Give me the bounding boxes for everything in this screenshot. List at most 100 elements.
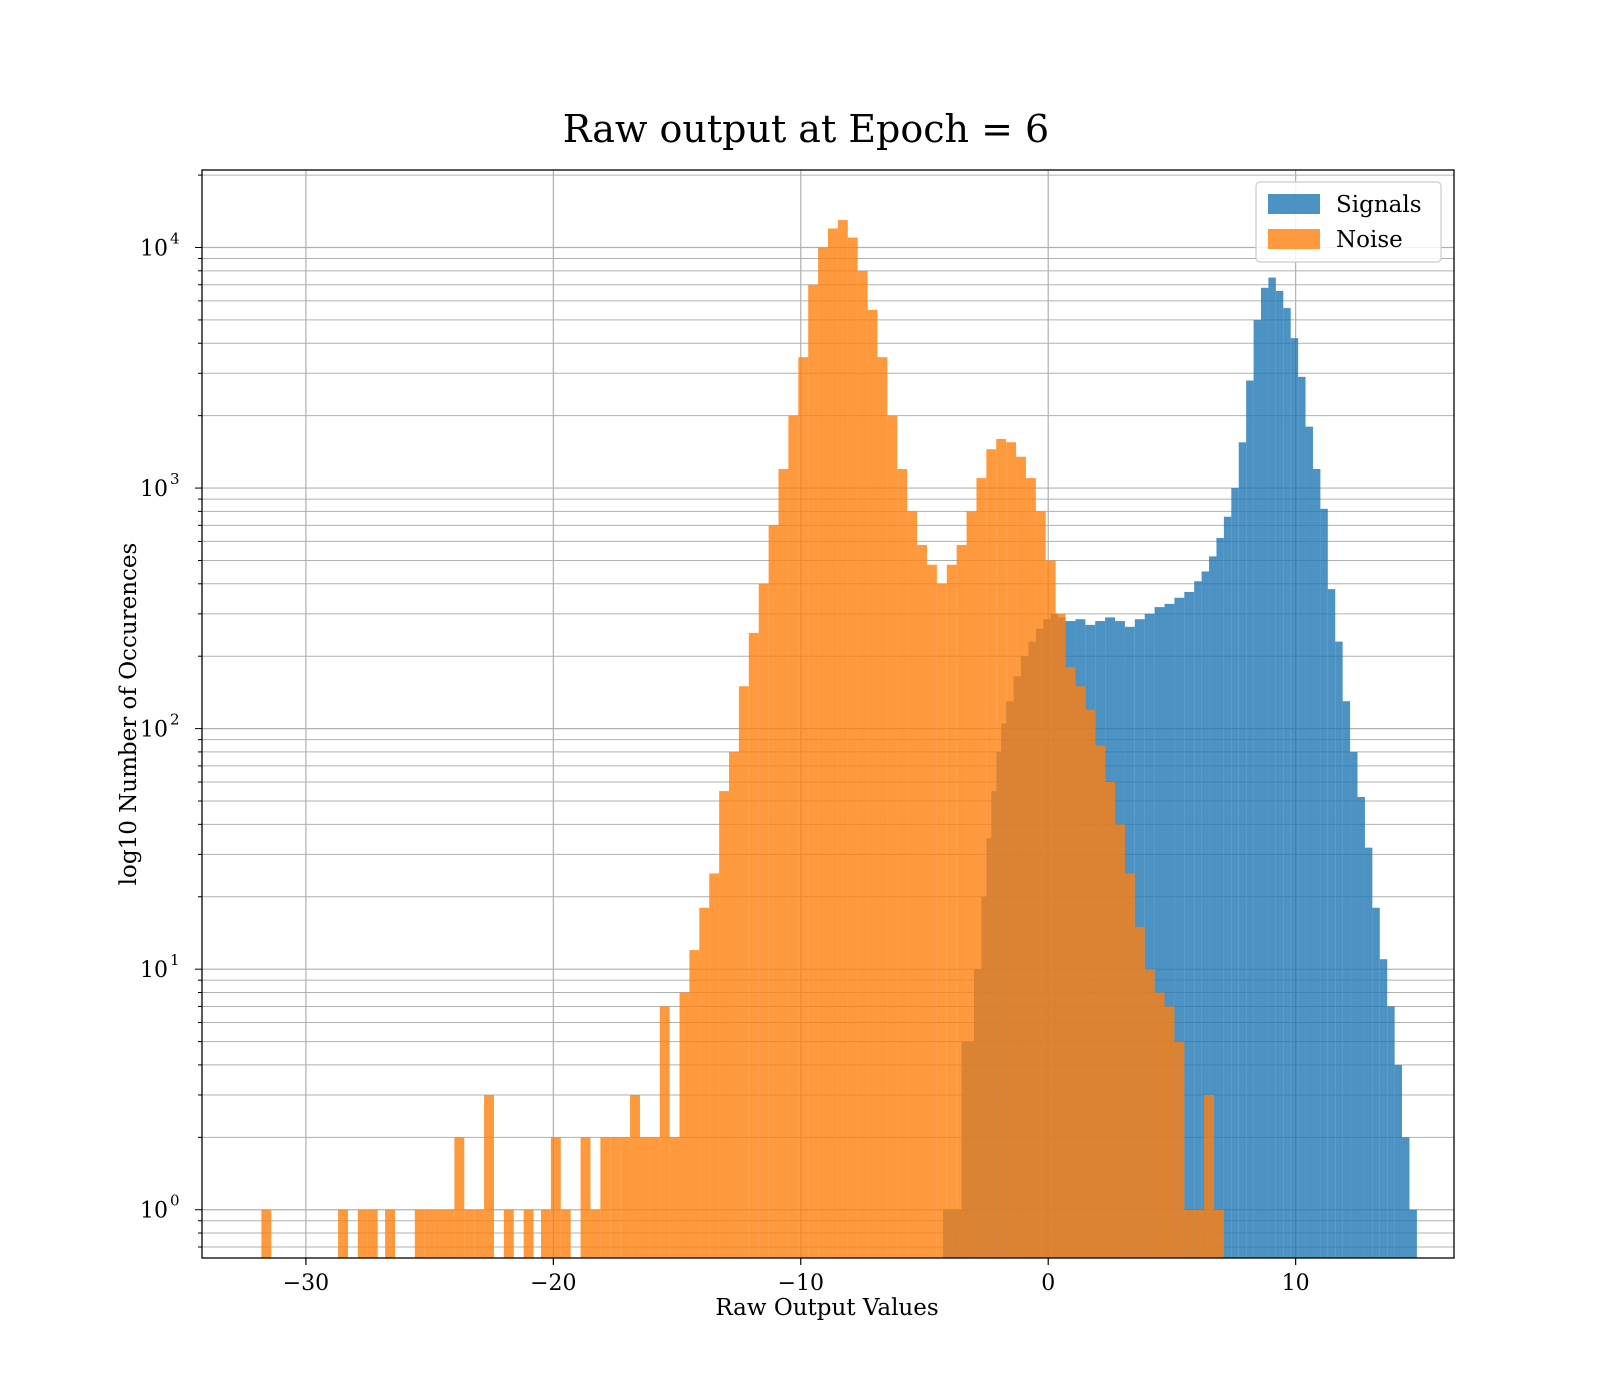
noise-bar [454, 1137, 465, 1258]
x-tick-label: −10 [778, 1271, 824, 1296]
noise-bar [996, 438, 1007, 1258]
noise-bar [689, 950, 700, 1258]
noise-bar [1115, 824, 1125, 1258]
noise-bar [956, 544, 967, 1258]
noise-bar [540, 1209, 551, 1258]
noise-bar [1204, 1094, 1214, 1258]
noise-bar [1134, 926, 1145, 1258]
noise-bar [620, 1137, 631, 1258]
noise-bar [837, 220, 848, 1258]
legend-swatch-signals [1268, 194, 1320, 214]
noise-bar [818, 247, 828, 1259]
legend-label-noise: Noise [1336, 227, 1403, 253]
noise-bar [887, 415, 898, 1258]
noise-bar [1085, 709, 1096, 1258]
noise-bar [788, 415, 799, 1258]
signals-bar [1261, 287, 1269, 1259]
noise-bar [986, 449, 997, 1258]
y-tick-label-base: 10 [140, 1199, 168, 1224]
noise-bar [474, 1209, 485, 1258]
noise-bar [503, 1209, 514, 1258]
noise-bar [610, 1137, 621, 1258]
legend: Signals Noise [1255, 181, 1442, 263]
noise-bar [550, 1137, 561, 1258]
noise-bar [424, 1209, 435, 1258]
signals-bar [1342, 701, 1351, 1258]
signals-bar [1312, 469, 1321, 1259]
noise-bar [580, 1137, 591, 1258]
noise-bar [1065, 667, 1076, 1258]
signals-bar [1201, 571, 1210, 1258]
noise-bar [523, 1209, 534, 1258]
noise-bar [719, 791, 730, 1258]
y-tick-label-exponent: 4 [170, 230, 180, 248]
noise-bar [1025, 478, 1036, 1258]
noise-bar [357, 1209, 368, 1258]
signals-bar [1144, 613, 1155, 1258]
noise-bar [367, 1209, 378, 1258]
noise-bar [699, 907, 710, 1258]
signals-bar [1164, 603, 1175, 1258]
noise-bar [669, 1137, 680, 1258]
series-noise [261, 220, 1224, 1259]
x-axis-ticks: −30 −20 −10 0 10 [283, 1258, 1310, 1296]
noise-bar [768, 525, 779, 1258]
noise-bar [926, 564, 937, 1258]
noise-bar [798, 357, 809, 1258]
y-tick-label-base: 10 [140, 237, 168, 262]
noise-bar [1174, 1041, 1185, 1258]
noise-bar [946, 564, 957, 1258]
noise-bar [709, 873, 720, 1258]
noise-bar [867, 309, 878, 1258]
signals-bar [1194, 581, 1202, 1258]
signals-bar [1379, 959, 1388, 1258]
noise-bar [877, 357, 888, 1258]
noise-bar [639, 1137, 650, 1258]
signals-bar [1174, 597, 1185, 1258]
signals-bar [1402, 1137, 1410, 1258]
signals-bar [1238, 442, 1247, 1258]
noise-bar [828, 228, 838, 1258]
signals-bar [1320, 508, 1328, 1259]
noise-bar [679, 992, 690, 1258]
noise-bar [590, 1209, 601, 1258]
y-tick-label-exponent: 1 [170, 951, 180, 969]
y-tick-label-exponent: 3 [170, 470, 180, 488]
signals-bar [1223, 516, 1232, 1258]
signals-bar [1209, 556, 1217, 1258]
x-tick-label: 0 [1041, 1271, 1055, 1296]
noise-bar [907, 511, 918, 1258]
noise-bar [748, 632, 759, 1258]
signals-bar [1154, 607, 1165, 1258]
noise-bar [758, 583, 769, 1258]
noise-bar [966, 511, 977, 1258]
noise-bar [464, 1209, 475, 1258]
x-tick-label: 10 [1282, 1271, 1310, 1296]
noise-bar [1194, 1209, 1205, 1258]
noise-bar [338, 1209, 348, 1258]
signals-bar [1216, 538, 1224, 1258]
noise-bar [936, 583, 947, 1258]
signals-bar [1335, 641, 1343, 1258]
noise-bar [600, 1137, 611, 1258]
signals-bar [1327, 589, 1336, 1258]
noise-bar [659, 1006, 670, 1258]
noise-bar [1213, 1209, 1224, 1258]
noise-bar [1124, 873, 1135, 1258]
signals-bar [1290, 338, 1299, 1258]
noise-bar [444, 1209, 455, 1258]
chart-title: Raw output at Epoch = 6 [563, 107, 1049, 151]
signals-bar [1364, 847, 1373, 1258]
signals-bar [1275, 290, 1284, 1258]
legend-swatch-noise [1268, 229, 1320, 249]
signals-bar [1357, 796, 1365, 1258]
noise-bar [484, 1094, 494, 1258]
noise-bar [1006, 442, 1017, 1258]
noise-bar [1055, 613, 1066, 1258]
signals-bar [1246, 380, 1254, 1259]
noise-bar [738, 686, 749, 1258]
signals-bar [1268, 277, 1276, 1258]
